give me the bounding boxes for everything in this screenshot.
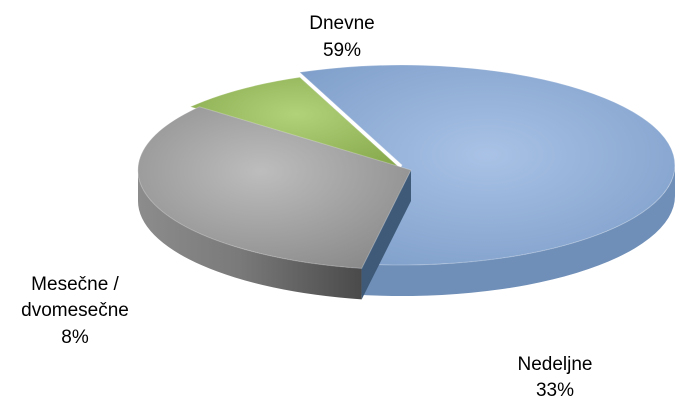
slice-label-dnevne-name: Dnevne [309, 13, 375, 34]
slice-label-dnevne-value: 59% [323, 40, 361, 61]
pie-slice-nedeljne-top [137, 106, 412, 269]
slice-label-nedeljne: Nedeljne 33% [518, 354, 593, 401]
pie-slice-nedeljne [137, 106, 412, 300]
pie-slice-nedeljne-cut-face [361, 170, 411, 300]
slice-label-dnevne: Dnevne 59% [309, 13, 375, 61]
pie-slices [137, 64, 676, 300]
slice-label-mesecne: Mesečne / dvomesečne 8% [21, 274, 129, 348]
slice-label-nedeljne-name: Nedeljne [518, 354, 593, 375]
slice-label-mesecne-name-line1: Mesečne / [31, 274, 119, 295]
slice-label-mesecne-value: 8% [61, 327, 89, 348]
slice-label-nedeljne-value: 33% [536, 380, 574, 401]
pie-slice-dnevne-side [352, 165, 676, 297]
pie-slice-mesecne-top [188, 76, 403, 171]
pie-slice-nedeljne-side [137, 170, 362, 300]
slice-label-mesecne-name-line2: dvomesečne [21, 300, 129, 321]
